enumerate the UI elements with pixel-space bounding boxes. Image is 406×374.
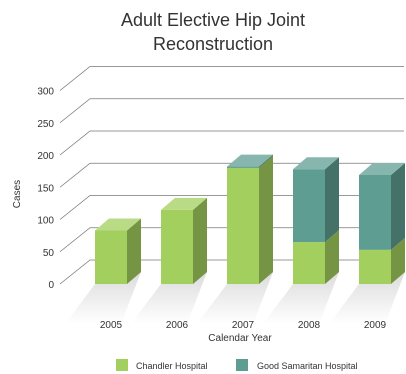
gridline [59,130,404,156]
legend-swatch-chandler [116,359,128,371]
floor-shadow [329,272,405,324]
bar-2005-chandler [95,218,141,284]
x-tick-label: 2007 [232,320,255,331]
chart-title-line-2: Reconstruction [153,34,273,54]
y-tick-label: 300 [37,87,54,98]
bar-2007-chandler [227,155,273,284]
x-tick-label: 2008 [298,320,321,331]
gridline [59,66,404,91]
y-tick-label: 50 [43,248,55,259]
y-tick-label: 0 [48,280,54,291]
x-tick-label: 2005 [100,320,123,331]
bar-2007-good-samaritan [227,154,273,168]
legend-label-good-samaritan: Good Samaritan Hospital [257,361,358,371]
x-axis-title: Calendar Year [208,333,272,344]
y-axis-title: Cases [12,180,23,208]
gridline [59,162,404,188]
legend-label-chandler: Chandler Hospital [136,361,208,371]
chart-title-line-1: Adult Elective Hip Joint [121,10,305,30]
y-tick-label: 200 [37,151,54,162]
y-tick-label: 150 [37,183,54,194]
x-tick-label: 2006 [166,320,189,331]
bar-2009-good-samaritan [359,162,405,250]
y-axis-ticks: 0 50 100 150 200 250 300 [37,87,54,292]
y-tick-label: 100 [37,216,54,227]
bar-2006-chandler [161,197,207,284]
floor-shadows [65,272,405,324]
legend: Chandler Hospital Good Samaritan Hospita… [116,359,358,371]
floor-shadow [65,272,141,324]
gridlines [59,66,404,285]
x-axis-ticks: 2005 2006 2007 2008 2009 [100,320,387,331]
bars [95,154,405,284]
floor-shadow [131,272,207,324]
bar-2008-good-samaritan [293,157,339,243]
y-tick-label: 250 [37,119,54,130]
x-tick-label: 2009 [364,320,387,331]
legend-swatch-good-samaritan [236,359,248,371]
floor-shadow [197,272,273,324]
gridline [59,98,404,124]
floor-shadow [263,272,339,324]
